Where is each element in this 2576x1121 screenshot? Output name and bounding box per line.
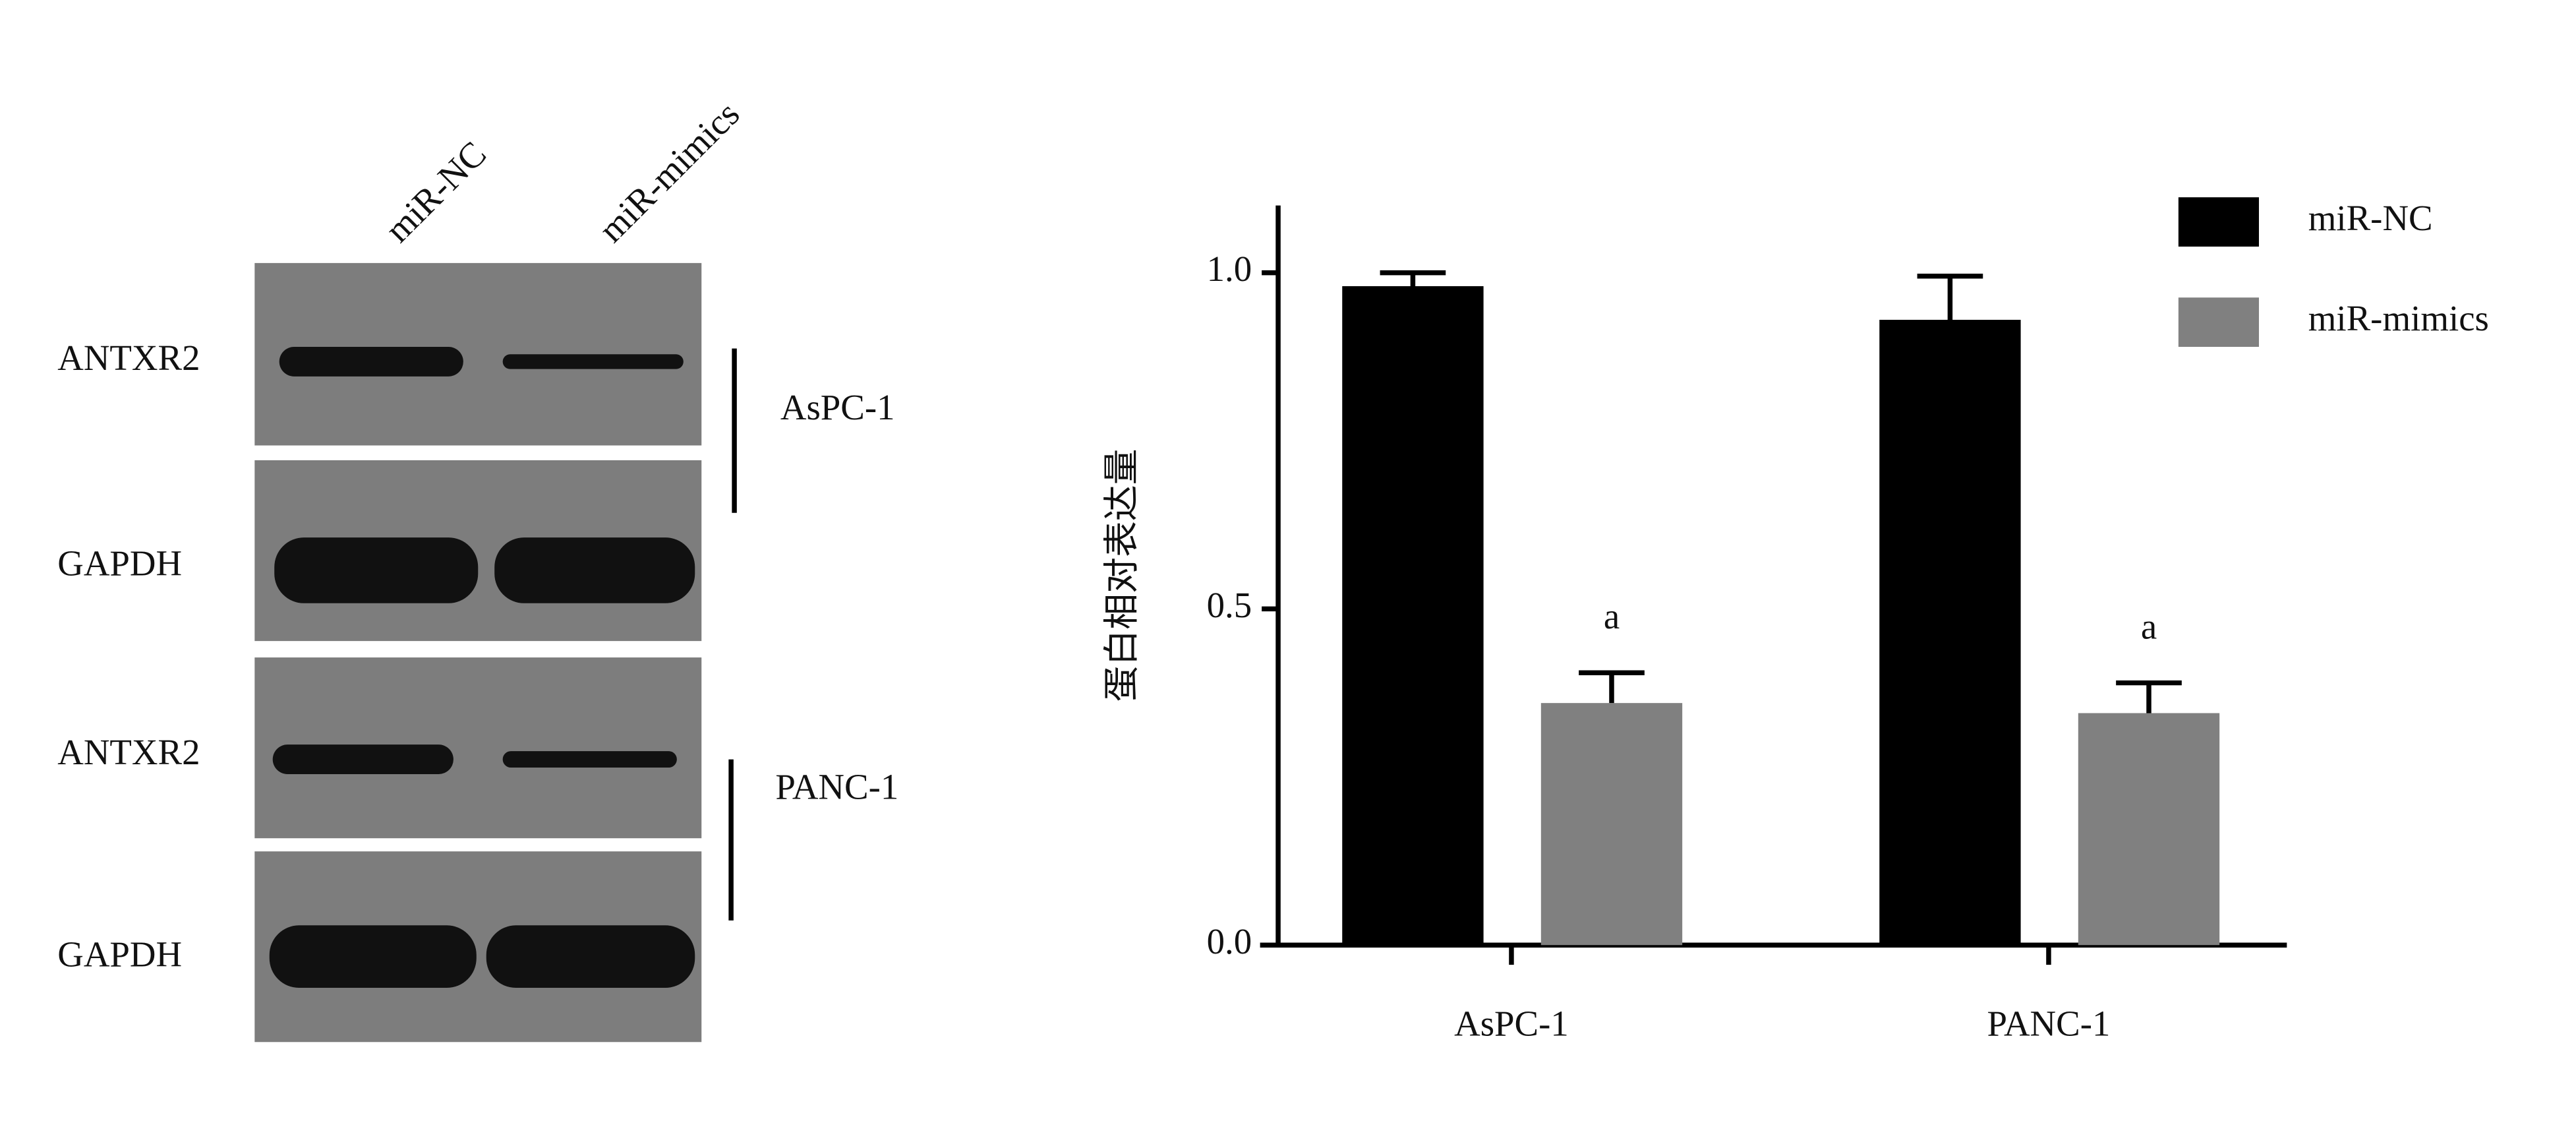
blot-band [279, 346, 463, 377]
bar [1540, 703, 1683, 946]
blot-band [274, 537, 479, 603]
y-tick-label: 0.5 [1207, 585, 1252, 625]
error-bar [1579, 670, 1645, 704]
error-bar [1917, 273, 1983, 320]
blot-band [494, 537, 695, 603]
blot-band [502, 354, 684, 369]
bar [1342, 286, 1484, 946]
legend-swatch [2178, 197, 2259, 247]
error-bar [1380, 270, 1446, 287]
group-label: AsPC-1 [780, 387, 895, 427]
lane-label: miR-NC [377, 133, 494, 250]
blot-band [502, 751, 677, 768]
blot-band [486, 925, 695, 988]
legend-label: miR-NC [2308, 198, 2433, 238]
row-label: GAPDH [57, 934, 182, 975]
row-label: GAPDH [57, 543, 182, 584]
x-tick-label: PANC-1 [1987, 1003, 2111, 1043]
row-label: ANTXR2 [57, 338, 200, 378]
y-tick-label: 1.0 [1207, 249, 1252, 289]
significance-label: a [2141, 606, 2157, 646]
y-tick-label: 0.0 [1207, 921, 1252, 961]
y-axis-label: 蛋白相对表达量 [1101, 449, 1142, 702]
bar [2078, 713, 2220, 946]
x-tick-label: AsPC-1 [1454, 1003, 1569, 1043]
blot-band [269, 925, 477, 988]
lane-label: miR-mimics [591, 94, 747, 250]
row-label: ANTXR2 [57, 732, 200, 772]
blot-band [272, 744, 454, 775]
group-label: PANC-1 [775, 767, 898, 807]
significance-label: a [1604, 596, 1620, 636]
legend-label: miR-mimics [2308, 298, 2489, 338]
error-bar [2116, 680, 2182, 713]
legend-swatch [2178, 297, 2259, 347]
bar [1879, 319, 2021, 946]
